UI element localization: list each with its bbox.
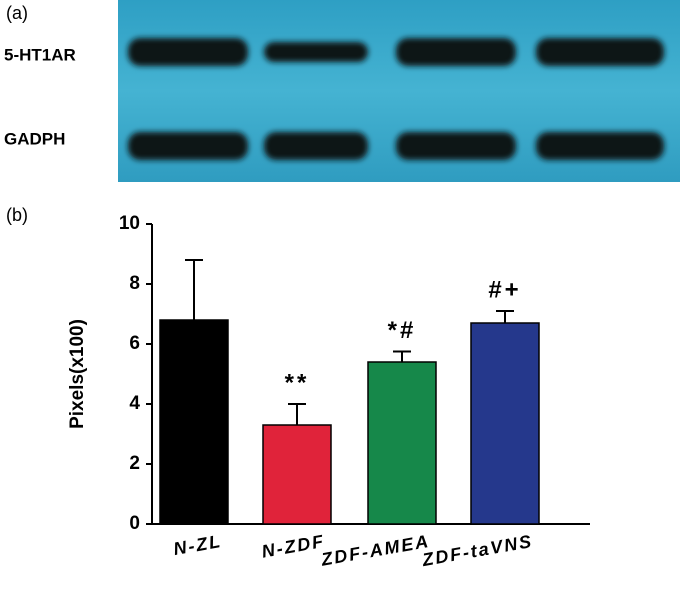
bar <box>159 319 229 525</box>
y-tick-label: 8 <box>129 273 140 294</box>
bar <box>367 361 437 525</box>
row-label: 5-HT1AR <box>4 45 76 64</box>
blot <box>118 0 680 182</box>
y-tick-label: 0 <box>129 513 140 534</box>
y-tick-label: 4 <box>129 393 140 414</box>
x-tick-label: ZDF-taVNS <box>420 531 535 570</box>
panel-label: (a) <box>6 3 28 23</box>
row-label: GADPH <box>4 129 65 148</box>
bands <box>128 38 664 160</box>
y-tick-label: 2 <box>129 453 140 474</box>
bar <box>262 424 332 525</box>
panel-label: (b) <box>6 205 28 225</box>
x-tick-label: N-ZDF <box>260 531 326 562</box>
annotation: ** <box>285 369 310 396</box>
y-tick-label: 6 <box>129 333 140 354</box>
annotation: #+ <box>488 276 521 303</box>
annotation: *# <box>388 317 417 344</box>
y-axis-label: Pixels(x100) <box>67 319 88 429</box>
bar <box>470 322 540 525</box>
x-tick-label: ZDF-AMEA <box>319 531 432 570</box>
y-tick-label: 10 <box>119 213 140 234</box>
x-tick-label: N-ZL <box>172 531 224 559</box>
